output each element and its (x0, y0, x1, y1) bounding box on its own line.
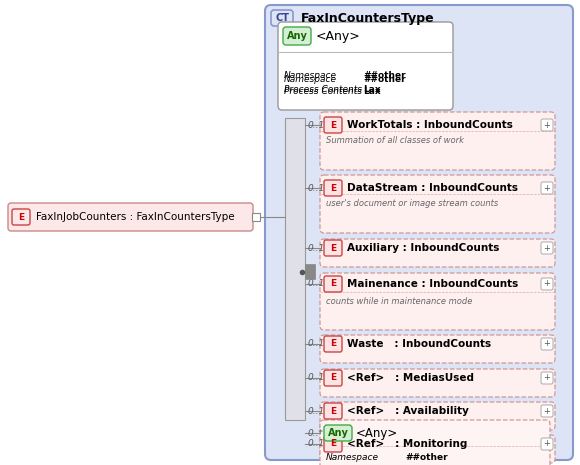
FancyBboxPatch shape (324, 436, 342, 452)
FancyBboxPatch shape (320, 335, 555, 363)
FancyBboxPatch shape (324, 276, 342, 292)
Text: ##other: ##other (363, 71, 405, 80)
FancyBboxPatch shape (324, 117, 342, 133)
FancyBboxPatch shape (12, 209, 30, 225)
Text: FaxInJobCounters : FaxInCountersType: FaxInJobCounters : FaxInCountersType (36, 212, 235, 222)
Text: Waste   : InboundCounts: Waste : InboundCounts (347, 339, 491, 349)
FancyBboxPatch shape (541, 278, 553, 290)
Text: 0..*: 0..* (308, 429, 324, 438)
Text: WorkTotals : InboundCounts: WorkTotals : InboundCounts (347, 120, 513, 130)
FancyBboxPatch shape (541, 372, 553, 384)
Text: <Any>: <Any> (316, 29, 361, 42)
Text: counts while in maintenance mode: counts while in maintenance mode (326, 297, 472, 306)
Text: <Any>: <Any> (356, 426, 398, 439)
Text: +: + (543, 120, 550, 129)
Bar (285, 118, 305, 420)
Text: <Ref>   : Availability: <Ref> : Availability (347, 406, 469, 416)
Text: Namespace: Namespace (326, 453, 379, 463)
FancyBboxPatch shape (541, 438, 553, 450)
FancyBboxPatch shape (324, 180, 342, 196)
Text: <Ref>   : MediasUsed: <Ref> : MediasUsed (347, 373, 474, 383)
FancyBboxPatch shape (283, 27, 311, 45)
Text: Auxiliary : InboundCounts: Auxiliary : InboundCounts (347, 243, 499, 253)
Text: E: E (330, 244, 336, 252)
Text: 0..1: 0..1 (308, 244, 325, 252)
FancyBboxPatch shape (320, 435, 555, 463)
Bar (305, 270, 315, 274)
Text: ##other: ##other (363, 74, 405, 84)
FancyBboxPatch shape (320, 369, 555, 397)
Text: Namespace: Namespace (284, 71, 337, 80)
FancyBboxPatch shape (541, 338, 553, 350)
FancyBboxPatch shape (320, 112, 555, 170)
Text: E: E (330, 279, 336, 288)
Text: 0..1: 0..1 (308, 184, 325, 193)
FancyBboxPatch shape (324, 336, 342, 352)
Text: Any: Any (287, 31, 307, 41)
Text: +: + (543, 279, 550, 288)
Bar (252, 213, 260, 221)
Text: 0..1: 0..1 (308, 279, 325, 288)
Text: DataStream : InboundCounts: DataStream : InboundCounts (347, 183, 518, 193)
FancyBboxPatch shape (320, 175, 555, 233)
FancyBboxPatch shape (324, 425, 352, 441)
Text: Process Contents: Process Contents (284, 85, 362, 93)
FancyBboxPatch shape (265, 5, 573, 460)
Text: 0..1: 0..1 (308, 339, 325, 348)
Text: FaxInCountersType: FaxInCountersType (301, 12, 434, 25)
FancyBboxPatch shape (324, 370, 342, 386)
Text: user's document or image stream counts: user's document or image stream counts (326, 199, 498, 207)
Text: Process Contents: Process Contents (284, 86, 362, 95)
Text: Mainenance : InboundCounts: Mainenance : InboundCounts (347, 279, 519, 289)
Text: ##other: ##other (405, 453, 448, 463)
Text: E: E (330, 339, 336, 348)
Text: E: E (330, 184, 336, 193)
Text: Lax: Lax (363, 86, 380, 95)
Text: Lax: Lax (363, 85, 380, 93)
FancyBboxPatch shape (541, 242, 553, 254)
Text: +: + (543, 184, 550, 193)
Text: 0..1: 0..1 (308, 406, 325, 416)
FancyBboxPatch shape (320, 239, 555, 267)
FancyBboxPatch shape (271, 10, 293, 26)
Bar (305, 265, 315, 270)
FancyBboxPatch shape (8, 203, 253, 231)
FancyBboxPatch shape (541, 119, 553, 131)
Text: CT: CT (275, 13, 289, 23)
FancyBboxPatch shape (320, 402, 555, 430)
Text: E: E (330, 120, 336, 129)
Text: 0..1: 0..1 (308, 373, 325, 383)
Text: E: E (330, 406, 336, 416)
Text: <Ref>   : Monitoring: <Ref> : Monitoring (347, 439, 467, 449)
FancyBboxPatch shape (541, 182, 553, 194)
Text: E: E (330, 373, 336, 383)
Text: +: + (543, 373, 550, 383)
Text: +: + (543, 339, 550, 348)
FancyBboxPatch shape (320, 420, 550, 465)
FancyBboxPatch shape (320, 273, 555, 330)
Text: 0..1: 0..1 (308, 439, 325, 449)
Text: E: E (330, 439, 336, 449)
Text: +: + (543, 439, 550, 449)
Text: E: E (18, 213, 24, 221)
Text: Summation of all classes of work: Summation of all classes of work (326, 135, 464, 145)
FancyBboxPatch shape (324, 240, 342, 256)
FancyBboxPatch shape (541, 405, 553, 417)
Text: +: + (543, 244, 550, 252)
FancyBboxPatch shape (278, 22, 453, 110)
Text: +: + (543, 406, 550, 416)
Bar (305, 274, 315, 279)
FancyBboxPatch shape (324, 403, 342, 419)
Text: 0..1: 0..1 (308, 120, 325, 129)
Text: Namespace: Namespace (284, 74, 337, 84)
Text: Any: Any (328, 428, 349, 438)
